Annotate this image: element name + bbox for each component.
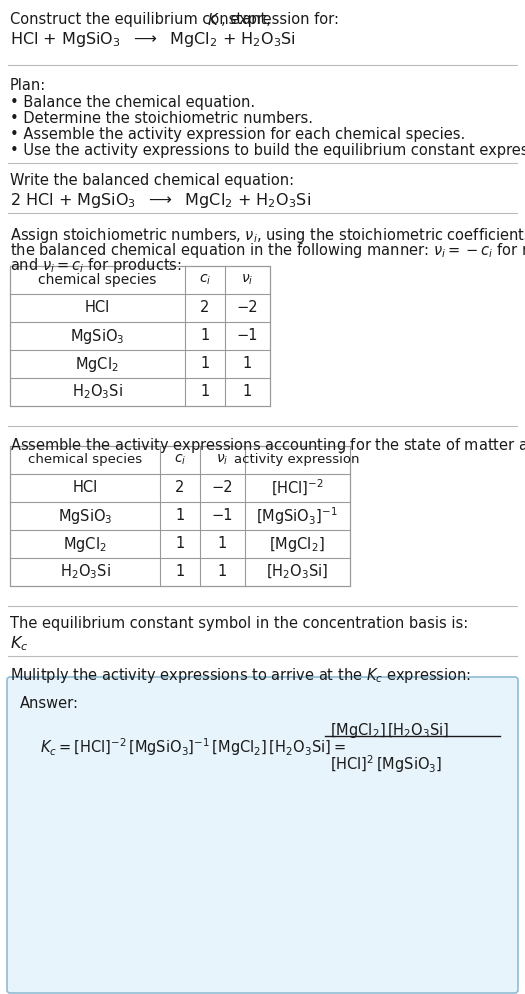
Text: and $\nu_i = c_i$ for products:: and $\nu_i = c_i$ for products: xyxy=(10,256,182,275)
Text: $c_i$: $c_i$ xyxy=(199,272,211,287)
Text: H$_2$O$_3$Si: H$_2$O$_3$Si xyxy=(71,383,122,402)
Text: MgSiO$_3$: MgSiO$_3$ xyxy=(58,507,112,526)
Text: $\nu_i$: $\nu_i$ xyxy=(216,453,228,467)
Text: the balanced chemical equation in the following manner: $\nu_i = -c_i$ for react: the balanced chemical equation in the fo… xyxy=(10,241,525,260)
Text: 2: 2 xyxy=(201,300,209,315)
Text: −1: −1 xyxy=(211,509,233,524)
Bar xyxy=(10,446,350,586)
Text: −1: −1 xyxy=(236,328,258,344)
Text: $K$: $K$ xyxy=(207,12,219,28)
Text: MgCl$_2$: MgCl$_2$ xyxy=(63,535,107,554)
Text: Assign stoichiometric numbers, $\nu_i$, using the stoichiometric coefficients, $: Assign stoichiometric numbers, $\nu_i$, … xyxy=(10,226,525,245)
Text: 1: 1 xyxy=(175,509,185,524)
Text: 1: 1 xyxy=(217,537,227,552)
Text: • Determine the stoichiometric numbers.: • Determine the stoichiometric numbers. xyxy=(10,111,313,126)
Text: 2 HCl + MgSiO$_3$  $\longrightarrow$  MgCl$_2$ + H$_2$O$_3$Si: 2 HCl + MgSiO$_3$ $\longrightarrow$ MgCl… xyxy=(10,191,311,210)
Text: • Balance the chemical equation.: • Balance the chemical equation. xyxy=(10,95,255,110)
Text: 1: 1 xyxy=(243,357,251,372)
Bar xyxy=(10,266,270,406)
Text: HCl: HCl xyxy=(85,300,110,315)
Text: 1: 1 xyxy=(175,537,185,552)
Text: H$_2$O$_3$Si: H$_2$O$_3$Si xyxy=(60,563,110,581)
Text: $[\mathrm{H_2O_3Si}]$: $[\mathrm{H_2O_3Si}]$ xyxy=(266,563,328,581)
Text: Construct the equilibrium constant,: Construct the equilibrium constant, xyxy=(10,12,276,27)
Text: activity expression: activity expression xyxy=(234,453,360,466)
Text: HCl: HCl xyxy=(72,480,98,495)
Text: 1: 1 xyxy=(243,385,251,400)
Text: $K_c$: $K_c$ xyxy=(10,634,28,653)
Text: 1: 1 xyxy=(201,357,209,372)
Text: chemical species: chemical species xyxy=(38,273,156,287)
Text: • Assemble the activity expression for each chemical species.: • Assemble the activity expression for e… xyxy=(10,127,465,142)
Text: Assemble the activity expressions accounting for the state of matter and $\nu_i$: Assemble the activity expressions accoun… xyxy=(10,436,525,455)
Text: • Use the activity expressions to build the equilibrium constant expression.: • Use the activity expressions to build … xyxy=(10,143,525,158)
Text: 1: 1 xyxy=(217,565,227,580)
Text: Plan:: Plan: xyxy=(10,78,46,93)
Text: HCl + MgSiO$_3$  $\longrightarrow$  MgCl$_2$ + H$_2$O$_3$Si: HCl + MgSiO$_3$ $\longrightarrow$ MgCl$_… xyxy=(10,30,296,49)
Text: 1: 1 xyxy=(201,385,209,400)
Text: $[\mathrm{MgCl_2}]$: $[\mathrm{MgCl_2}]$ xyxy=(269,535,325,554)
Text: $[\mathrm{HCl}]^{-2}$: $[\mathrm{HCl}]^{-2}$ xyxy=(270,478,323,498)
Text: $K_c = [\mathrm{HCl}]^{-2}\,[\mathrm{MgSiO_3}]^{-1}\,[\mathrm{MgCl_2}]\,[\mathrm: $K_c = [\mathrm{HCl}]^{-2}\,[\mathrm{MgS… xyxy=(40,736,346,757)
Text: $[\mathrm{MgCl_2}]\,[\mathrm{H_2O_3Si}]$: $[\mathrm{MgCl_2}]\,[\mathrm{H_2O_3Si}]$ xyxy=(330,721,449,740)
Text: 2: 2 xyxy=(175,480,185,495)
Text: MgCl$_2$: MgCl$_2$ xyxy=(75,355,119,374)
Text: 1: 1 xyxy=(175,565,185,580)
Text: The equilibrium constant symbol in the concentration basis is:: The equilibrium constant symbol in the c… xyxy=(10,616,468,631)
Text: chemical species: chemical species xyxy=(28,453,142,466)
FancyBboxPatch shape xyxy=(7,677,518,993)
Text: Mulitply the activity expressions to arrive at the $K_c$ expression:: Mulitply the activity expressions to arr… xyxy=(10,666,471,685)
Text: −2: −2 xyxy=(211,480,233,495)
Text: $c_i$: $c_i$ xyxy=(174,453,186,467)
Text: Write the balanced chemical equation:: Write the balanced chemical equation: xyxy=(10,173,294,188)
Text: 1: 1 xyxy=(201,328,209,344)
Text: , expression for:: , expression for: xyxy=(221,12,339,27)
Text: −2: −2 xyxy=(236,300,258,315)
Text: $[\mathrm{MgSiO_3}]^{-1}$: $[\mathrm{MgSiO_3}]^{-1}$ xyxy=(256,505,338,527)
Text: Answer:: Answer: xyxy=(20,696,79,711)
Text: MgSiO$_3$: MgSiO$_3$ xyxy=(70,326,124,346)
Text: $\nu_i$: $\nu_i$ xyxy=(241,272,253,287)
Text: $[\mathrm{HCl}]^2\,[\mathrm{MgSiO_3}]$: $[\mathrm{HCl}]^2\,[\mathrm{MgSiO_3}]$ xyxy=(330,753,442,774)
